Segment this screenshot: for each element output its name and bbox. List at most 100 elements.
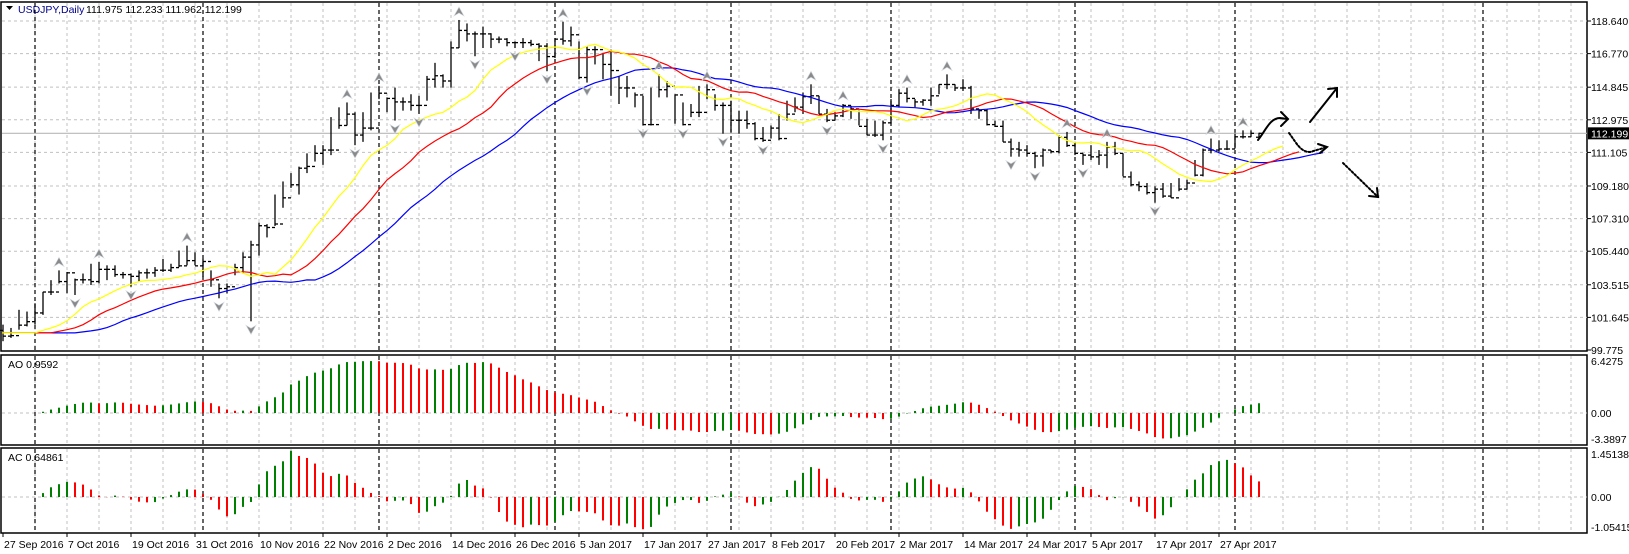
price-bar xyxy=(520,38,526,49)
fractal-up-icon xyxy=(453,6,465,17)
price-bar xyxy=(928,87,934,106)
price-tick-label: 109.180 xyxy=(1591,181,1629,193)
price-bar xyxy=(1200,148,1206,177)
price-bar xyxy=(24,311,30,327)
price-bar xyxy=(184,245,190,267)
price-bar xyxy=(776,113,782,141)
price-bar xyxy=(872,120,878,137)
price-bar xyxy=(440,74,446,88)
price-bar xyxy=(1256,132,1262,138)
price-bar xyxy=(96,262,102,284)
fractal-up-icon xyxy=(341,88,353,100)
main-panel[interactable] xyxy=(0,1,1588,352)
price-bar xyxy=(744,110,750,129)
price-bar xyxy=(912,97,918,108)
price-bar xyxy=(480,26,486,49)
fractal-down-icon xyxy=(637,128,649,140)
price-bar xyxy=(728,100,734,132)
price-bar xyxy=(600,48,606,80)
price-bar xyxy=(664,80,670,98)
fractal-up-icon xyxy=(701,70,713,82)
price-bar xyxy=(16,309,22,337)
price-bar xyxy=(1088,145,1094,160)
price-bar xyxy=(1040,148,1046,167)
time-tick-label: 24 Mar 2017 xyxy=(1028,539,1087,551)
time-tick-label: 19 Oct 2016 xyxy=(132,539,189,551)
price-bar xyxy=(864,118,870,136)
price-bar xyxy=(960,79,966,91)
price-bar xyxy=(1184,179,1190,190)
price-bar xyxy=(1144,183,1150,195)
price-bar xyxy=(120,271,126,279)
price-bar xyxy=(424,75,430,107)
price-bar xyxy=(1000,120,1006,143)
price-tick-label: 99.775 xyxy=(1591,345,1623,357)
price-bar xyxy=(32,303,38,325)
fractal-down-icon xyxy=(541,74,553,85)
fractal-up-icon xyxy=(1101,128,1113,139)
dotted-down-arrow[interactable] xyxy=(1342,162,1379,198)
time-axis: 27 Sep 2016 7 Oct 2016 19 Oct 2016 31 Oct 2… xyxy=(2,533,1277,551)
price-bar xyxy=(512,41,518,49)
triangle-down-icon[interactable] xyxy=(6,6,13,10)
forecast-arrows xyxy=(1257,86,1380,199)
price-bar xyxy=(632,87,638,108)
price-bar xyxy=(1048,149,1054,154)
price-axis: 118.640 116.770 114.845 112.975 111.105 109.1… xyxy=(1587,16,1629,534)
current-price-label: 112.199 xyxy=(1591,128,1628,140)
fractal-down-icon xyxy=(213,301,225,312)
ao-panel[interactable] xyxy=(0,354,1588,446)
time-tick-label: 26 Dec 2016 xyxy=(516,539,576,551)
price-bar xyxy=(216,279,222,299)
time-tick-label: 2 Mar 2017 xyxy=(900,539,953,551)
price-bar xyxy=(376,85,382,129)
current-price-badge xyxy=(1588,127,1629,140)
price-bar xyxy=(48,280,54,295)
price-bar xyxy=(1072,141,1078,156)
price-bar xyxy=(112,265,118,277)
price-tick-label: 103.515 xyxy=(1591,280,1629,292)
time-tick-label: 8 Feb 2017 xyxy=(772,539,825,551)
ac-tick-label: 1.45138 xyxy=(1591,449,1629,461)
fractal-down-icon xyxy=(349,148,361,159)
price-bar xyxy=(616,69,622,105)
price-bar xyxy=(752,122,758,141)
price-bar xyxy=(848,104,854,119)
price-bar xyxy=(488,33,494,49)
price-bar xyxy=(720,102,726,134)
price-bar xyxy=(224,283,230,294)
time-tick-label: 5 Jan 2017 xyxy=(580,539,632,551)
price-bar xyxy=(552,38,558,58)
fractal-up-icon xyxy=(181,232,193,243)
price-tick-label: 118.640 xyxy=(1591,16,1628,28)
fractal-down-icon xyxy=(413,117,425,128)
dotted-sideways-arrow[interactable] xyxy=(1288,132,1328,154)
price-bar xyxy=(352,112,358,146)
ac-histogram xyxy=(42,450,1260,530)
price-bar xyxy=(1248,130,1254,138)
price-bar xyxy=(1008,138,1014,157)
price-bar xyxy=(1064,131,1070,147)
price-bar xyxy=(344,102,350,127)
up-arrow[interactable] xyxy=(1309,87,1338,123)
price-bar xyxy=(144,268,150,279)
price-bar xyxy=(1192,159,1198,184)
price-bar xyxy=(272,194,278,229)
price-bar xyxy=(400,97,406,111)
price-bar xyxy=(280,181,286,225)
price-tick-label: 111.105 xyxy=(1591,147,1628,159)
fractal-up-icon xyxy=(653,60,665,72)
price-bar xyxy=(944,74,950,90)
ao-tick-label: 0.00 xyxy=(1591,408,1612,420)
price-bar xyxy=(248,240,254,322)
price-bar xyxy=(472,31,478,57)
ao-tick-label: -3.3897 xyxy=(1591,434,1627,446)
price-tick-label: 112.975 xyxy=(1591,115,1628,127)
time-tick-label: 2 Dec 2016 xyxy=(388,539,442,551)
fractal-up-icon xyxy=(373,72,385,83)
fractal-down-icon xyxy=(69,298,81,309)
up-curved-arrow[interactable] xyxy=(1257,116,1288,141)
time-tick-label: 20 Feb 2017 xyxy=(836,539,895,551)
panels xyxy=(0,1,1588,534)
